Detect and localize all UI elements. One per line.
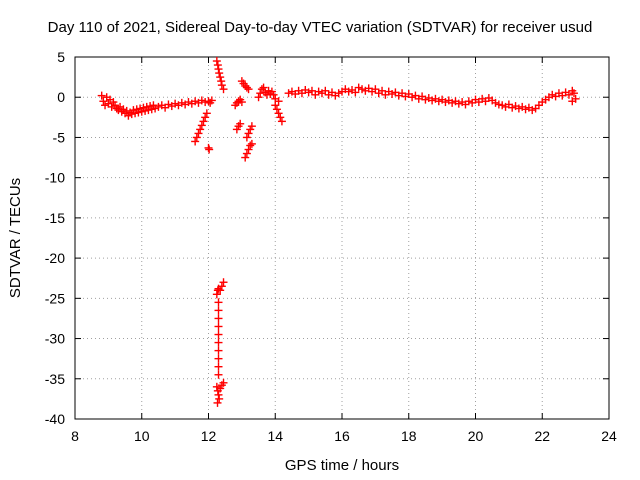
x-tick-label: 24	[601, 428, 617, 444]
data-point	[259, 83, 268, 92]
data-point	[276, 113, 285, 122]
y-tick-label: -35	[45, 371, 65, 387]
data-point	[214, 298, 223, 307]
data-point	[215, 394, 224, 403]
data-point	[214, 306, 223, 315]
data-point	[214, 354, 223, 363]
data-point	[219, 278, 228, 287]
data-point	[219, 378, 228, 387]
x-tick-label: 22	[534, 428, 550, 444]
data-point	[207, 96, 216, 105]
data-point	[214, 314, 223, 323]
data-point	[219, 85, 228, 94]
data-point	[216, 286, 225, 295]
x-tick-label: 8	[71, 428, 79, 444]
data-point	[214, 362, 223, 371]
data-point	[216, 73, 225, 82]
data-point	[244, 129, 253, 138]
data-point	[272, 105, 281, 114]
y-tick-label: -5	[53, 129, 66, 145]
data-point	[277, 117, 286, 126]
y-tick-label: 5	[57, 49, 65, 65]
x-tick-label: 18	[401, 428, 417, 444]
data-point	[205, 145, 214, 154]
data-point	[214, 346, 223, 355]
data-point	[214, 330, 223, 339]
data-point	[269, 90, 278, 99]
data-point	[194, 129, 203, 138]
data-point	[197, 121, 206, 130]
data-point	[213, 398, 222, 407]
data-point	[254, 93, 263, 102]
grid	[75, 57, 609, 419]
data-point	[217, 282, 226, 291]
data-point	[97, 91, 106, 100]
data-point	[242, 83, 251, 92]
data-point	[237, 98, 246, 107]
data-point	[236, 119, 245, 128]
data-point	[196, 125, 205, 134]
data-series-sdtvar	[97, 57, 580, 407]
data-point	[274, 109, 283, 118]
data-point	[191, 137, 200, 146]
data-point	[321, 86, 330, 95]
data-point	[244, 145, 253, 154]
data-point	[215, 69, 224, 78]
data-point	[307, 86, 316, 95]
data-point	[271, 101, 280, 110]
y-tick-label: -25	[45, 290, 65, 306]
data-point	[242, 133, 251, 142]
data-point	[212, 290, 221, 299]
x-tick-label: 10	[134, 428, 150, 444]
x-tick-label: 16	[334, 428, 350, 444]
data-point	[247, 122, 256, 131]
data-point	[99, 97, 108, 106]
y-tick-label: -10	[45, 170, 65, 186]
data-point	[247, 139, 256, 148]
data-point	[351, 88, 360, 97]
data-point	[244, 85, 253, 94]
x-tick-label: 20	[468, 428, 484, 444]
x-axis-label: GPS time / hours	[285, 457, 399, 474]
data-point	[371, 85, 380, 94]
data-point	[569, 89, 578, 98]
data-point	[192, 133, 201, 142]
y-tick-label: -40	[45, 411, 65, 427]
data-point	[242, 149, 251, 158]
chart-title: Day 110 of 2021, Sidereal Day-to-day VTE…	[47, 19, 593, 36]
data-point	[212, 57, 221, 66]
y-tick-label: -20	[45, 250, 65, 266]
data-point	[241, 153, 250, 162]
y-tick-label: -30	[45, 331, 65, 347]
x-tick-label: 14	[267, 428, 283, 444]
data-point	[199, 117, 208, 126]
data-point	[378, 86, 387, 95]
y-tick-label: -15	[45, 210, 65, 226]
y-tick-label: 0	[57, 89, 65, 105]
x-tick-label: 12	[201, 428, 217, 444]
data-point	[202, 109, 211, 118]
data-point	[274, 97, 283, 106]
data-point	[568, 97, 577, 106]
data-point	[256, 89, 265, 98]
axis-ticks: 8 10 12 14 16 18 20 22 24 5 0 -5 -10 -15 -20 -25 -30 -35 -…	[45, 49, 617, 444]
data-point	[246, 141, 255, 150]
data-point	[201, 113, 210, 122]
data-point	[214, 322, 223, 331]
data-point	[214, 370, 223, 379]
data-point	[564, 90, 573, 99]
data-point	[217, 81, 226, 90]
y-axis-label: SDTVAR / TECUs	[7, 178, 24, 298]
data-point	[214, 338, 223, 347]
